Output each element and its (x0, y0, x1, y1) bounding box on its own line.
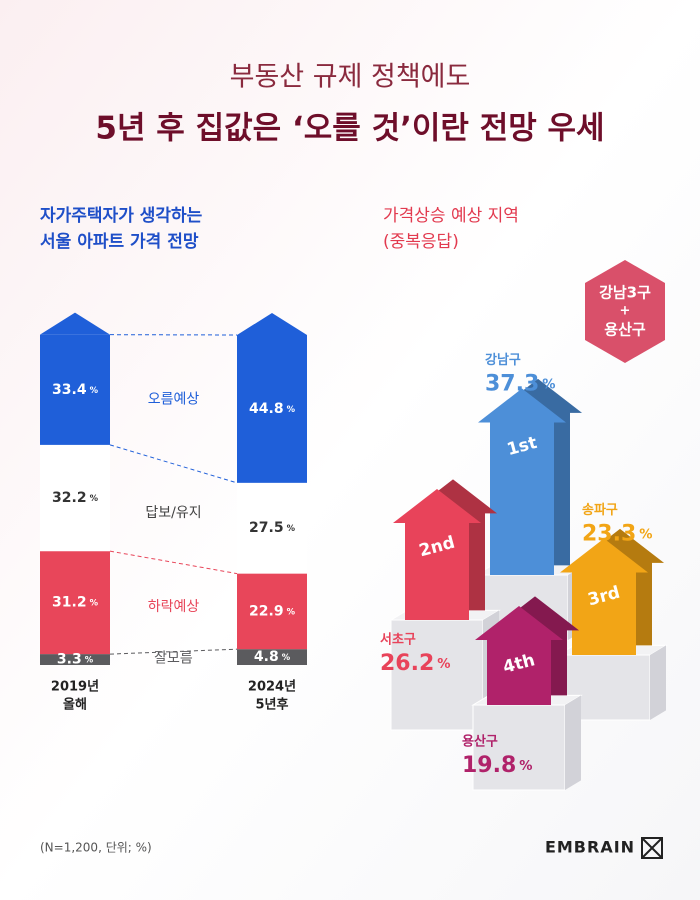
value-label: 3.3% (57, 652, 94, 668)
value-label: 44.8% (249, 401, 296, 417)
legend-label: 잘모름 (154, 650, 193, 666)
legend-label: 답보/유지 (145, 505, 201, 521)
brand: EMBRAIN (545, 838, 635, 857)
chart-subtitle: (중복응답) (383, 232, 459, 252)
x-tick-note: 올해 (63, 697, 87, 713)
bar-segment (237, 649, 307, 665)
pedestal-front (390, 619, 484, 731)
x-tick-note: 5년후 (256, 697, 289, 713)
value-label: 4.8% (254, 649, 291, 665)
value-number: 19.8 (462, 753, 516, 778)
value-label: 33.4% (52, 382, 99, 398)
value-label: 22.9% (249, 603, 296, 619)
connector (109, 648, 238, 655)
value-unit: % (90, 597, 99, 607)
arrow-head (237, 313, 307, 335)
title: 5년 후 집값은 ‘오를 것’이란 전망 우세 (95, 111, 604, 147)
value-number: 26.2 (380, 651, 434, 676)
value-label: 26.2% (380, 651, 451, 676)
value-number: 4.8 (254, 649, 279, 665)
value-unit: % (90, 384, 99, 394)
value-unit: % (90, 493, 99, 503)
x-tick-label: 2024년 (248, 680, 296, 695)
arrow (475, 606, 563, 705)
category-label: 서초구 (380, 633, 416, 648)
legend-label: 오름예상 (148, 391, 200, 407)
category-label: 용산구 (462, 734, 498, 750)
chart-title: 자가주택자가 생각하는 (40, 206, 203, 226)
x-tick-label: 2019년 (51, 680, 99, 695)
brand-logo (641, 837, 663, 859)
value-unit: % (519, 759, 532, 774)
arrow (393, 489, 481, 620)
connector (109, 444, 238, 484)
bar-segment (40, 551, 110, 655)
value-number: 3.3 (57, 652, 82, 668)
badge-text: 강남3구 (599, 284, 651, 302)
arrow (478, 388, 566, 575)
pedestal-side (565, 695, 581, 790)
value-number: 23.3 (582, 522, 636, 547)
value-number: 31.2 (52, 595, 87, 611)
value-unit: % (287, 403, 296, 413)
value-unit: % (85, 654, 94, 664)
value-number: 32.2 (52, 490, 87, 506)
value-label: 19.8% (462, 753, 533, 778)
pedestal-side (650, 645, 666, 720)
value-unit: % (639, 528, 652, 543)
value-label: 37.3% (485, 372, 556, 397)
bar-segment (237, 573, 307, 650)
bar-segment (40, 444, 110, 552)
value-label: 31.2% (52, 595, 99, 611)
arrow (560, 538, 648, 655)
value-unit: % (287, 606, 296, 616)
subtitle: 부동산 규제 정책에도 (230, 62, 471, 93)
pedestal-front (472, 704, 566, 791)
bar-segment (237, 335, 307, 483)
badge-text: + (620, 304, 631, 319)
category-label: 강남구 (485, 352, 521, 368)
arrow-head (40, 312, 110, 335)
value-number: 33.4 (52, 382, 87, 398)
value-unit: % (282, 652, 291, 662)
value-number: 27.5 (249, 520, 284, 536)
connector (109, 550, 238, 575)
badge (585, 260, 665, 363)
badge-text: 용산구 (604, 321, 646, 339)
legend-label: 하락예상 (148, 599, 200, 615)
category-label: 송파구 (582, 503, 618, 518)
value-label: 23.3% (582, 522, 653, 547)
value-number: 44.8 (249, 401, 284, 417)
value-number: 22.9 (249, 603, 284, 619)
bar-segment (40, 654, 110, 665)
chart-title: 가격상승 예상 지역 (383, 206, 519, 226)
value-number: 37.3 (485, 372, 539, 397)
bar-segment (40, 334, 110, 445)
footnote: (N=1,200, 단위; %) (40, 841, 152, 855)
value-unit: % (542, 378, 555, 393)
chart-title: 서울 아파트 가격 전망 (40, 232, 199, 252)
bar-segment (237, 482, 307, 574)
value-unit: % (287, 523, 296, 533)
value-label: 27.5% (249, 520, 296, 536)
value-label: 32.2% (52, 490, 99, 506)
value-unit: % (437, 657, 450, 672)
